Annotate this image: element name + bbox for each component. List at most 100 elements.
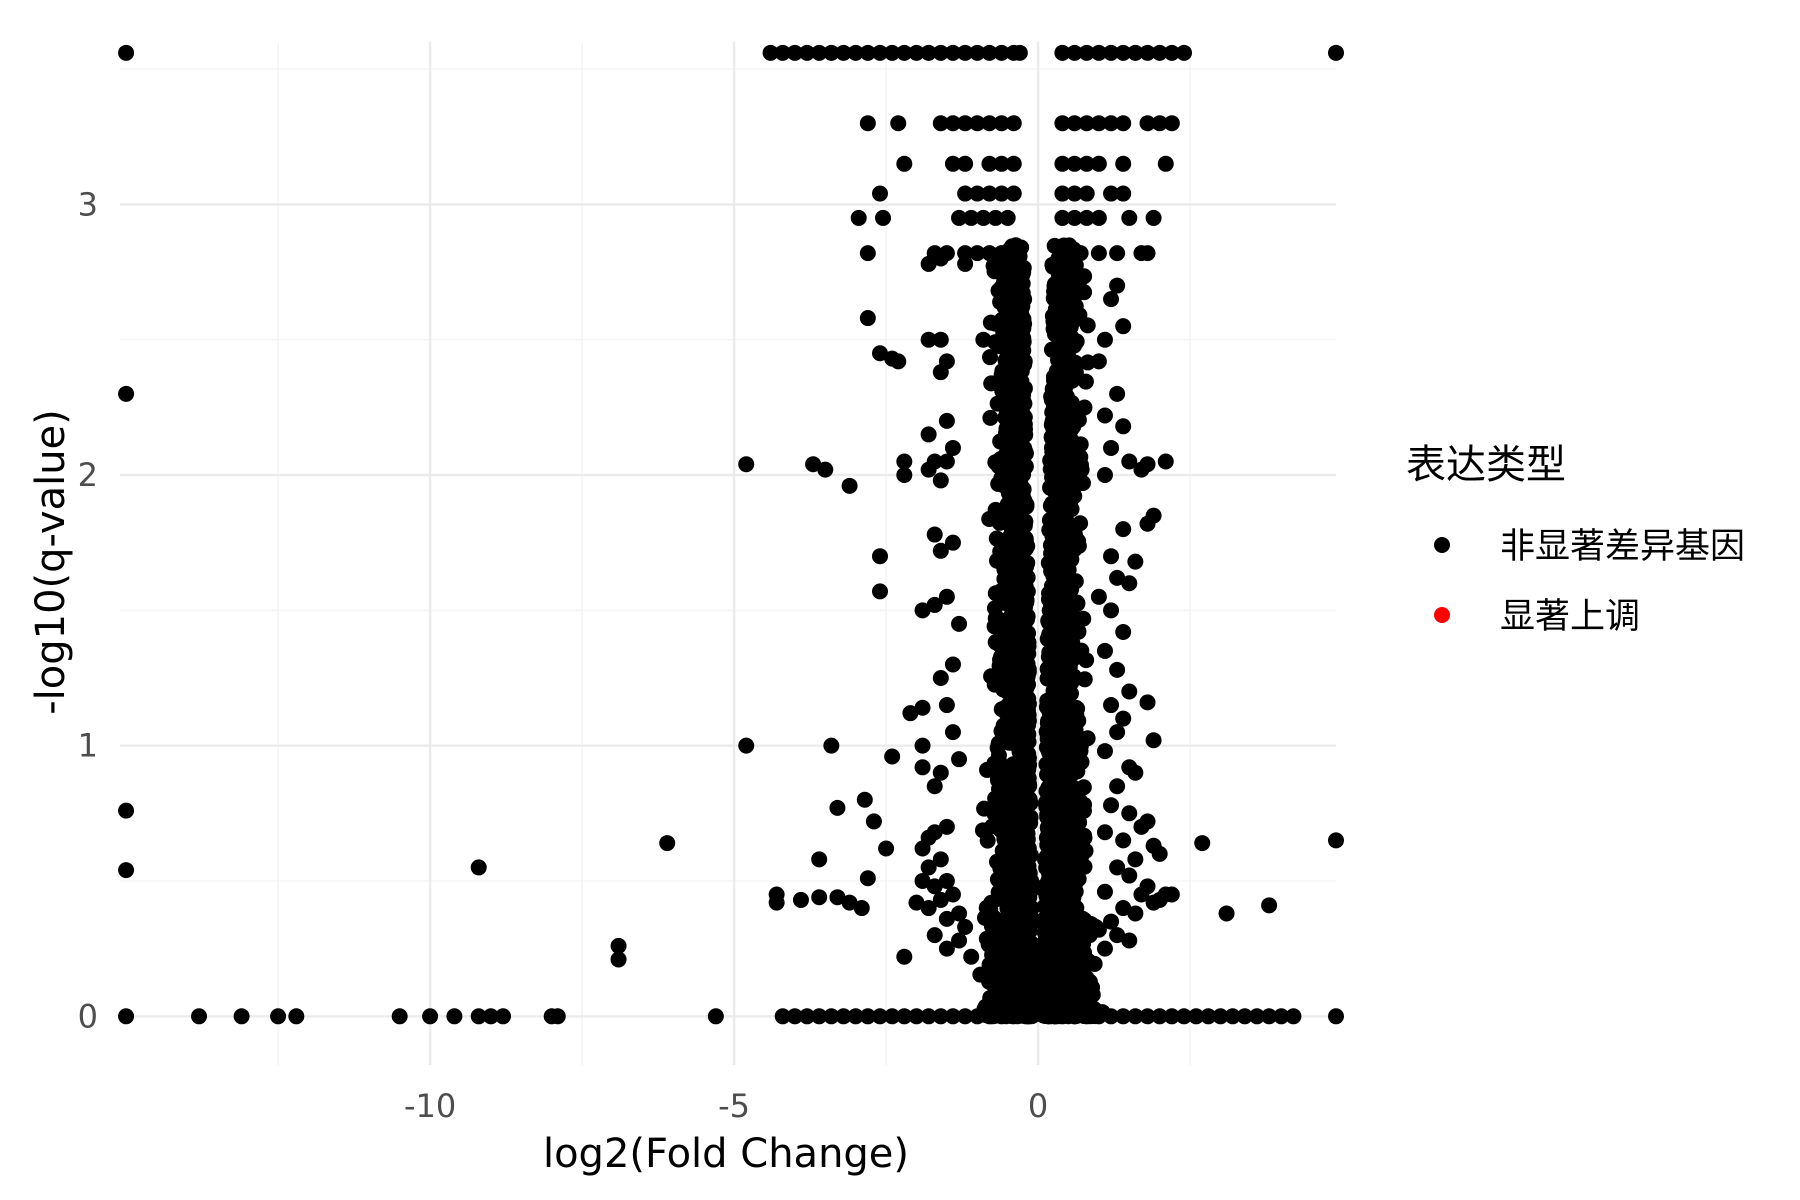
data-point — [1054, 338, 1071, 355]
y-tick-label: 3 — [78, 185, 98, 223]
data-point — [896, 453, 913, 470]
data-point — [976, 800, 993, 817]
data-point — [914, 737, 931, 754]
data-point — [1066, 459, 1083, 476]
data-point — [938, 453, 955, 470]
y-tick-label: 0 — [78, 997, 98, 1035]
data-point — [1145, 732, 1162, 749]
data-point — [1050, 798, 1067, 815]
data-point — [981, 349, 998, 366]
data-point — [1024, 1000, 1041, 1017]
data-point — [993, 155, 1010, 172]
data-point — [1005, 155, 1022, 172]
data-point — [1049, 608, 1066, 625]
data-point — [811, 44, 828, 61]
data-point — [1328, 44, 1344, 61]
data-point — [1005, 533, 1022, 550]
data-point — [1053, 705, 1070, 722]
data-point — [1044, 258, 1061, 275]
data-point — [1005, 508, 1022, 525]
data-point — [1066, 115, 1083, 132]
data-point — [1103, 291, 1120, 308]
data-point — [288, 1008, 305, 1025]
data-point — [951, 932, 968, 949]
data-point — [1056, 325, 1073, 342]
data-point — [1261, 1008, 1278, 1025]
data-point — [926, 878, 943, 895]
data-point — [920, 426, 937, 443]
data-point — [1004, 899, 1021, 916]
data-point — [1002, 816, 1019, 833]
data-point — [1007, 705, 1024, 722]
data-point — [1076, 671, 1093, 688]
data-point — [847, 1008, 864, 1025]
legend-key-nonsignificant — [1434, 537, 1450, 553]
data-point — [1151, 44, 1168, 61]
data-point — [914, 840, 931, 857]
data-point — [1224, 1008, 1241, 1025]
data-point — [1115, 418, 1132, 435]
data-point — [985, 758, 1002, 775]
data-point — [1139, 1008, 1156, 1025]
data-point — [872, 548, 888, 565]
data-point — [786, 44, 803, 61]
legend-key-upregulated — [1434, 607, 1450, 623]
data-point — [1121, 805, 1138, 822]
data-point — [1096, 407, 1113, 424]
data-point — [872, 345, 888, 362]
data-point — [1115, 155, 1132, 172]
data-point — [1096, 883, 1113, 900]
data-point — [1261, 897, 1278, 914]
data-point — [118, 385, 135, 402]
data-point — [1004, 452, 1021, 469]
data-point — [1236, 1008, 1253, 1025]
data-point — [1066, 155, 1083, 172]
data-point — [969, 245, 986, 262]
data-point — [1054, 44, 1071, 61]
data-point — [1054, 865, 1071, 882]
data-point — [1077, 842, 1094, 859]
data-point — [1006, 870, 1023, 887]
data-point — [1133, 886, 1150, 903]
legend: 表达类型 非显著差异基因 显著上调 — [1406, 442, 1745, 637]
data-point — [1151, 1008, 1168, 1025]
data-point — [1328, 832, 1344, 849]
data-point — [859, 44, 876, 61]
data-point — [920, 859, 937, 876]
data-point — [914, 872, 931, 889]
data-point — [1012, 932, 1029, 949]
data-point — [944, 886, 961, 903]
data-point — [850, 209, 867, 226]
data-point — [1054, 209, 1071, 226]
data-point — [1047, 446, 1064, 463]
data-point — [446, 1008, 463, 1025]
data-point — [890, 353, 907, 370]
data-point — [1212, 1008, 1229, 1025]
data-point — [963, 948, 980, 965]
data-point — [1009, 837, 1026, 854]
data-point — [118, 1008, 135, 1025]
data-point — [1048, 493, 1065, 510]
data-point — [1014, 675, 1031, 692]
data-point — [1115, 521, 1132, 538]
data-point — [762, 44, 779, 61]
legend-label-nonsignificant: 非显著差异基因 — [1500, 527, 1745, 567]
data-point — [1109, 778, 1126, 795]
axis-ticks: -10 -5 0 0 1 2 3 — [78, 185, 1049, 1125]
data-point — [1188, 1008, 1205, 1025]
data-point — [1076, 399, 1093, 416]
data-point — [1078, 44, 1095, 61]
data-point — [944, 439, 961, 456]
data-point — [908, 44, 925, 61]
data-point — [1109, 277, 1126, 294]
data-point — [1096, 940, 1113, 957]
data-point — [951, 209, 968, 226]
data-point — [823, 1008, 840, 1025]
data-point — [811, 889, 828, 906]
data-point — [1063, 810, 1080, 827]
y-axis-title: -log10(q-value) — [28, 409, 74, 715]
data-point — [391, 1008, 408, 1025]
data-point — [1096, 824, 1113, 841]
data-point — [1096, 467, 1113, 484]
data-point — [938, 872, 955, 889]
